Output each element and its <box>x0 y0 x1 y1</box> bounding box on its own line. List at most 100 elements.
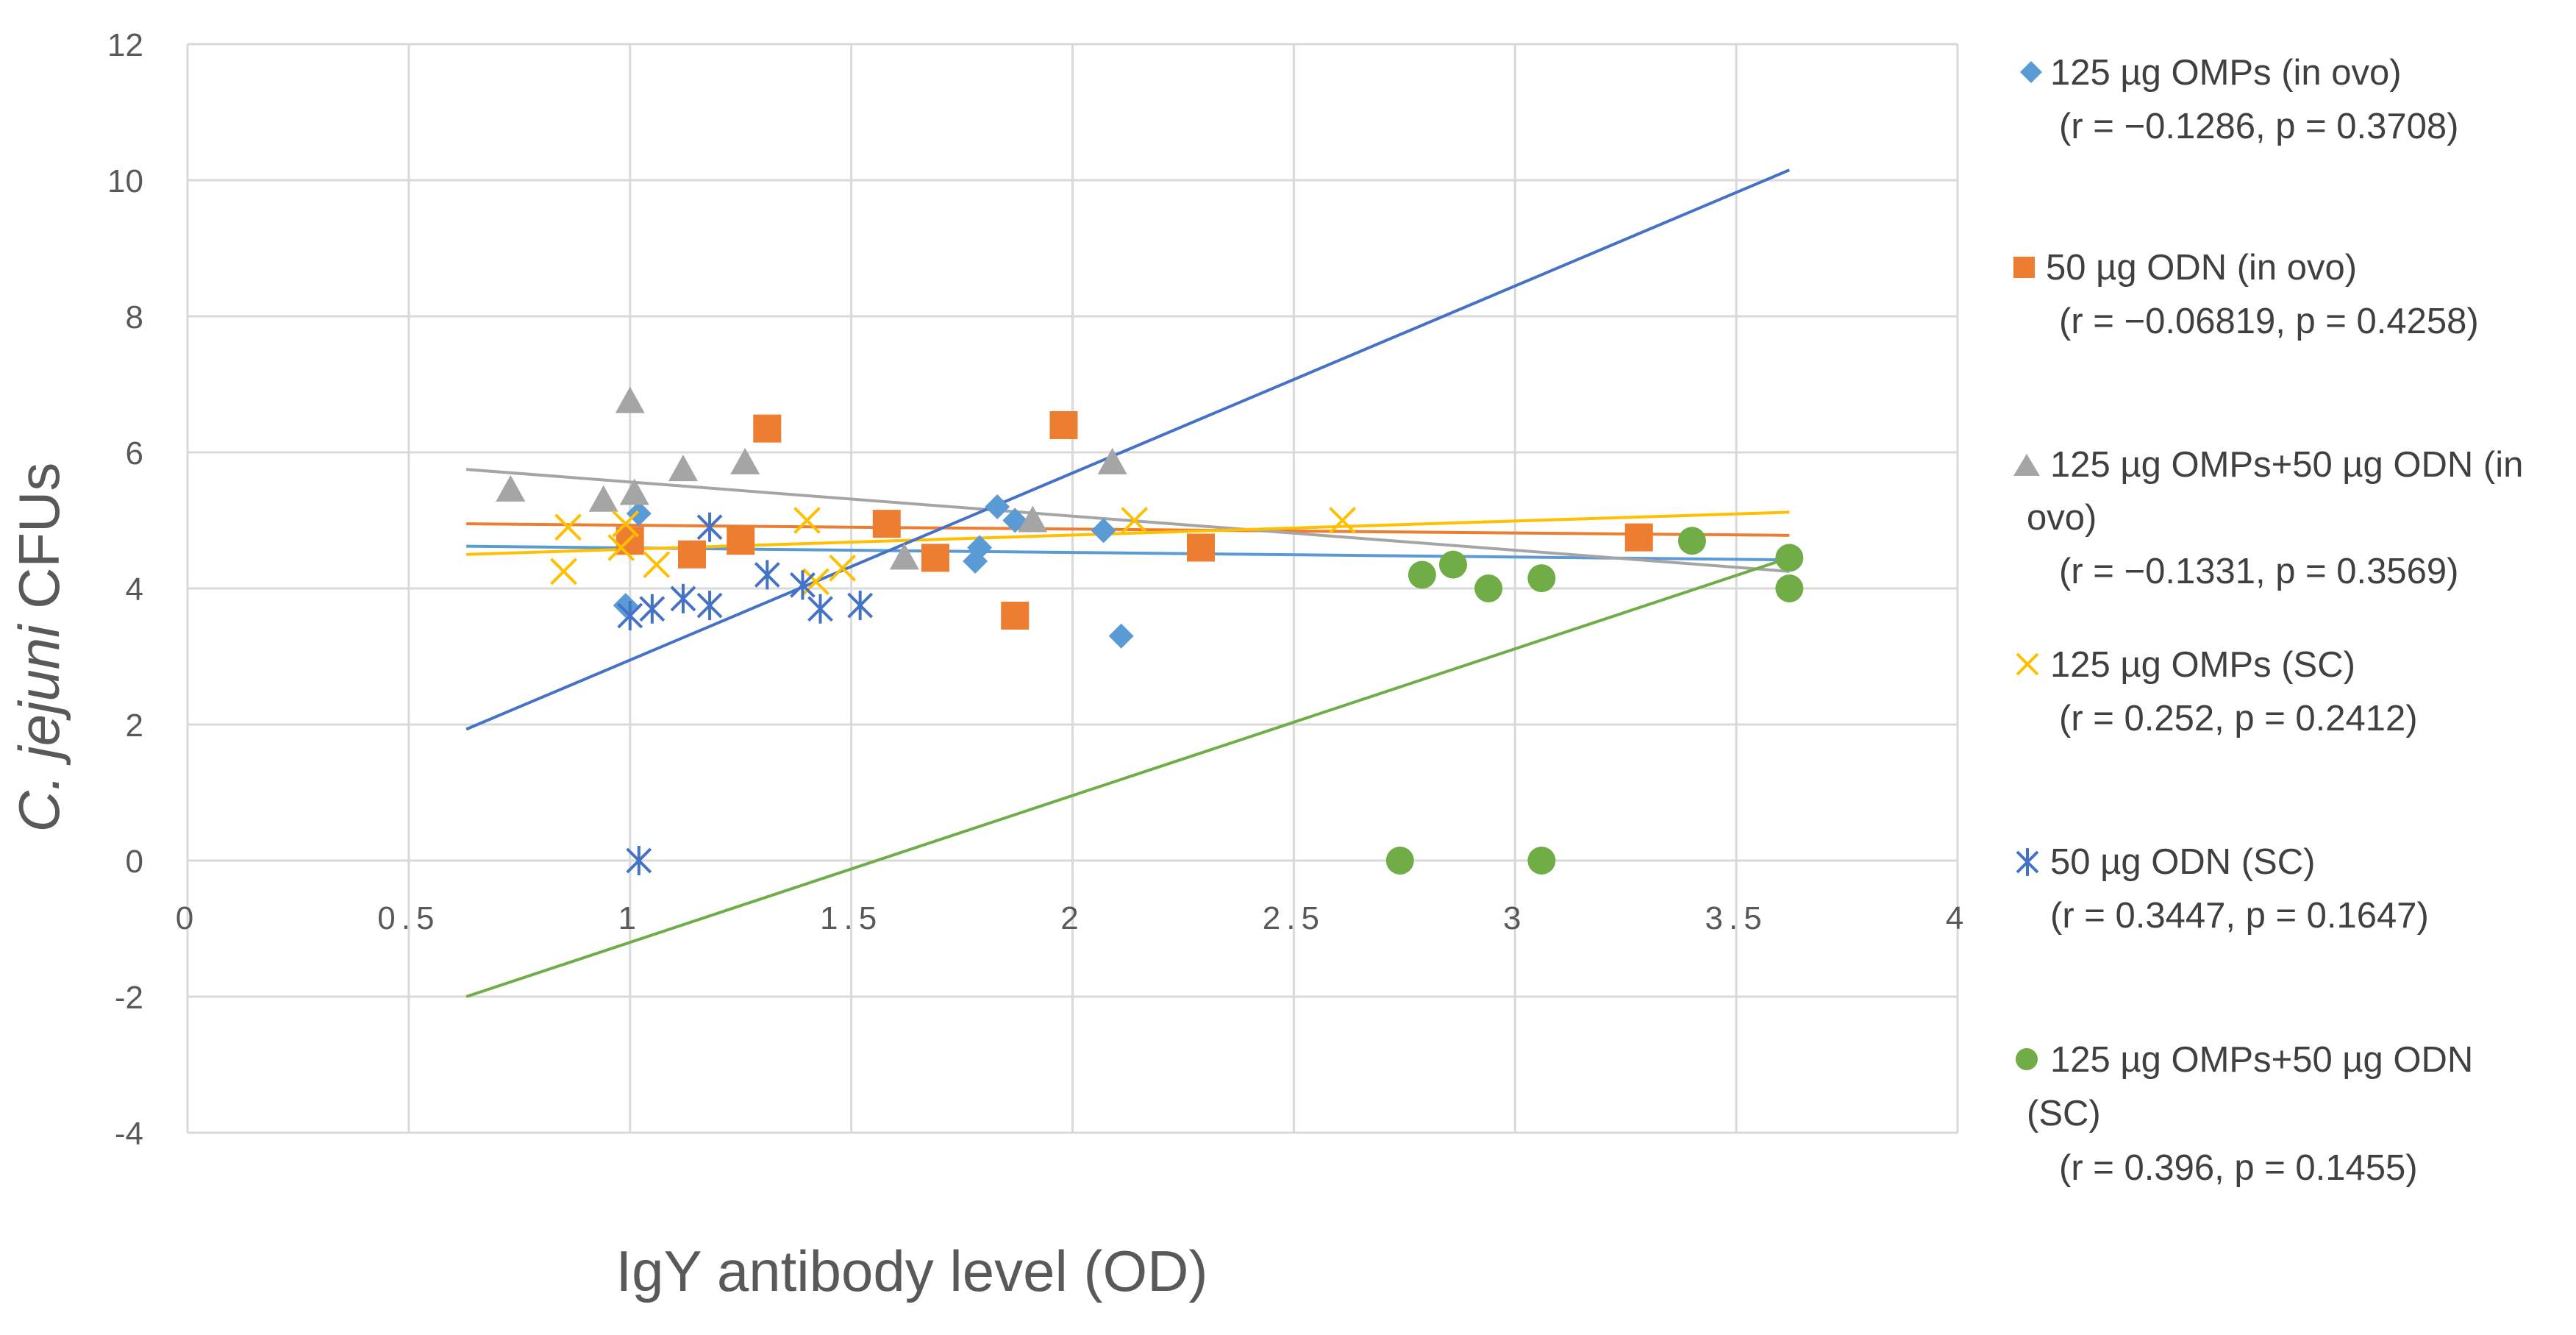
data-point-series-1 <box>1049 411 1078 439</box>
y-tick-label: -4 <box>115 1116 143 1152</box>
data-point-series-0 <box>626 501 652 527</box>
legend-marker-triangle <box>2013 454 2040 476</box>
y-axis-title-italic: C. jejuni <box>7 623 71 832</box>
data-point-series-4 <box>847 591 874 621</box>
legend: 125 µg OMPs (in ovo) (r = −0.1286, p = 0… <box>2013 53 2523 1188</box>
data-point-series-4 <box>626 846 652 875</box>
y-tick-label: 0 <box>126 844 143 880</box>
y-tick-label: 4 <box>126 572 143 608</box>
x-tick-label: 0 <box>176 900 199 936</box>
data-point-series-5 <box>1775 544 1804 572</box>
data-point-series-3 <box>643 551 671 579</box>
legend-item-omps-sc: 125 µg OMPs (SC) (r = 0.252, p = 0.2412) <box>2016 645 2418 738</box>
legend-item-odn-sc: 50 µg ODN (SC) (r = 0.3447, p = 0.1647) <box>2016 842 2429 936</box>
legend-stat: (r = −0.1286, p = 0.3708) <box>2059 107 2458 146</box>
legend-label-continued: (SC) <box>2027 1094 2101 1133</box>
legend-label: 125 µg OMPs+50 µg ODN <box>2050 1040 2473 1080</box>
data-point-series-2 <box>730 447 760 474</box>
data-point-series-3 <box>1121 507 1149 534</box>
trendline-series-5 <box>465 556 1790 998</box>
legend-stat: (r = −0.06819, p = 0.4258) <box>2059 302 2479 341</box>
y-tick-label: 2 <box>126 708 143 744</box>
data-point-series-0 <box>613 593 638 619</box>
x-tick-label: 0.5 <box>377 900 440 936</box>
data-point-series-0 <box>985 494 1010 519</box>
data-point-series-1 <box>872 510 901 538</box>
x-tick-label: 4 <box>1946 900 1969 936</box>
legend-marker-asterisk <box>2016 848 2039 876</box>
data-point-series-3 <box>554 513 582 541</box>
y-tick-label: 12 <box>107 27 143 63</box>
data-point-series-5 <box>1527 847 1556 875</box>
data-point-series-2 <box>496 474 526 502</box>
y-tick-label: 8 <box>126 299 143 335</box>
data-points <box>496 386 1804 875</box>
data-point-series-3 <box>550 558 577 585</box>
data-point-series-2 <box>668 455 698 482</box>
legend-label: 125 µg OMPs (SC) <box>2050 645 2355 685</box>
data-point-series-2 <box>1018 505 1048 533</box>
legend-stat: (r = 0.3447, p = 0.1647) <box>2050 896 2429 936</box>
data-point-series-0 <box>967 535 993 560</box>
data-point-series-4 <box>696 591 723 621</box>
data-point-series-2 <box>889 543 919 570</box>
data-point-series-1 <box>1187 533 1216 562</box>
data-point-series-5 <box>1677 527 1706 555</box>
data-point-series-3 <box>793 507 821 534</box>
data-point-series-5 <box>1407 560 1436 589</box>
tick-labels: 0 0.5 1 1.5 2 2.5 3 3.5 4 -4 -2 0 2 4 6 8 10 12 <box>107 27 1969 1152</box>
y-tick-label: 6 <box>126 435 143 471</box>
data-point-series-5 <box>1474 574 1503 602</box>
legend-item-omps-in-ovo: 125 µg OMPs (in ovo) (r = −0.1286, p = 0… <box>2020 53 2458 146</box>
legend-label: 125 µg OMPs (in ovo) <box>2050 53 2402 93</box>
data-point-series-4 <box>790 570 816 600</box>
legend-stat: (r = −0.1331, p = 0.3569) <box>2059 552 2458 591</box>
data-point-series-0 <box>1091 518 1116 544</box>
legend-label: 50 µg ODN (in ovo) <box>2046 248 2357 288</box>
trendline-series-2 <box>465 468 1790 573</box>
data-point-series-2 <box>619 478 649 505</box>
gridlines <box>186 43 1959 1134</box>
data-point-series-2 <box>615 386 645 413</box>
data-point-series-3 <box>829 554 857 582</box>
x-tick-label: 2.5 <box>1263 900 1325 936</box>
trendline-series-1 <box>466 522 1790 537</box>
data-point-series-1 <box>677 540 706 569</box>
data-point-series-4 <box>639 594 666 624</box>
x-tick-label: 3 <box>1503 900 1527 936</box>
data-point-series-4 <box>754 560 780 590</box>
y-axis-title: C. jejuni CFUs <box>7 463 71 833</box>
legend-item-odn-in-ovo: 50 µg ODN (in ovo) (r = −0.06819, p = 0.… <box>2013 248 2479 341</box>
legend-marker-diamond <box>2020 61 2042 83</box>
y-axis-title-rest: CFUs <box>7 463 71 625</box>
y-tick-label: -2 <box>115 980 143 1016</box>
legend-marker-square <box>2013 257 2035 278</box>
data-point-series-3 <box>1329 507 1356 534</box>
data-point-series-5 <box>1385 847 1414 875</box>
data-point-series-1 <box>727 527 755 555</box>
data-point-series-1 <box>1001 602 1030 630</box>
legend-stat: (r = 0.252, p = 0.2412) <box>2059 699 2418 738</box>
legend-item-omps-odn-sc: 125 µg OMPs+50 µg ODN (SC) (r = 0.396, p… <box>2016 1040 2473 1188</box>
legend-stat: (r = 0.396, p = 0.1455) <box>2059 1148 2418 1188</box>
data-point-series-4 <box>617 601 643 630</box>
legend-label-continued: ovo) <box>2027 498 2097 538</box>
x-tick-label: 1 <box>618 900 642 936</box>
legend-label: 125 µg OMPs+50 µg ODN (in <box>2050 445 2523 485</box>
data-point-series-1 <box>1624 523 1653 552</box>
legend-label: 50 µg ODN (SC) <box>2050 842 2315 882</box>
data-point-series-5 <box>1439 550 1468 579</box>
data-point-series-5 <box>1527 564 1556 593</box>
data-point-series-4 <box>696 512 723 542</box>
y-tick-label: 10 <box>107 163 143 199</box>
x-tick-label: 1.5 <box>820 900 882 936</box>
legend-marker-x <box>2016 652 2039 676</box>
data-point-series-1 <box>753 414 782 443</box>
data-point-series-1 <box>921 544 949 572</box>
x-tick-label: 3.5 <box>1705 900 1768 936</box>
x-tick-label: 2 <box>1060 900 1084 936</box>
data-point-series-3 <box>607 534 635 561</box>
data-point-series-5 <box>1775 574 1804 602</box>
